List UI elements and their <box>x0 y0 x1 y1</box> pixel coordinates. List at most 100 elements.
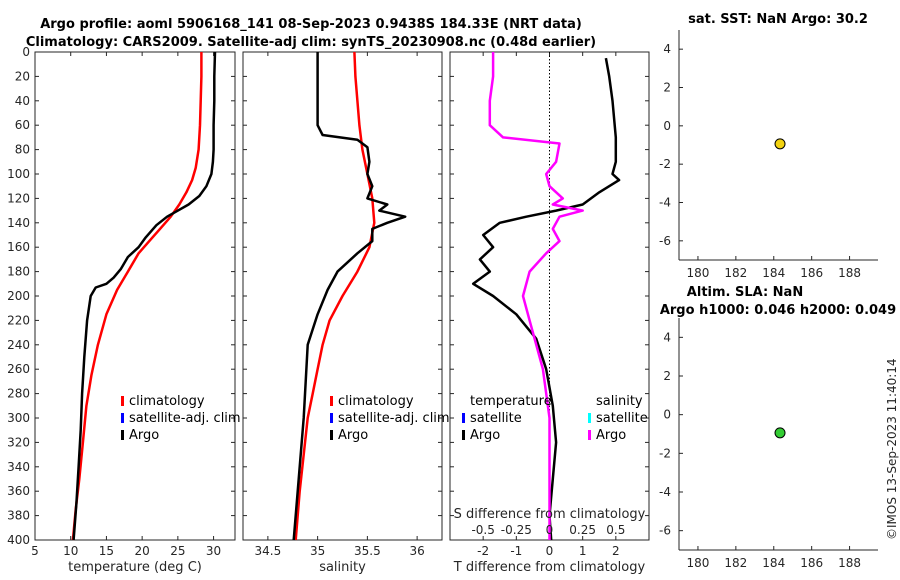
temperature-ytick-label: 140 <box>7 216 30 230</box>
salinity-legend-2-label: Argo <box>338 428 368 443</box>
salinity-xtick-label: 35.5 <box>354 544 381 558</box>
salinity-xtick-label: 36 <box>409 544 424 558</box>
difference-top-xtick-label: 0.5 <box>606 523 625 537</box>
sla-argo-point <box>774 427 786 439</box>
temperature-ytick-label: 120 <box>7 191 30 205</box>
sst-xtick-label: 180 <box>686 266 709 280</box>
temperature-ytick-label: 360 <box>7 484 30 498</box>
salinity-xtick-label: 35 <box>310 544 325 558</box>
sst-ytick-label: -2 <box>659 157 671 171</box>
temperature-xlabel: temperature (deg C) <box>68 560 202 575</box>
temperature-ytick-label: 100 <box>7 167 30 181</box>
sst-xtick-label: 182 <box>724 266 747 280</box>
temperature-ytick-label: 240 <box>7 338 30 352</box>
difference-legend-salinity-title: salinity <box>596 394 643 409</box>
sst-ytick-label: 2 <box>663 81 671 95</box>
sla-ytick-label: 0 <box>663 408 671 422</box>
temperature-legend-2-label: Argo <box>129 428 159 443</box>
sst-ytick-label: -4 <box>659 196 671 210</box>
temperature-ytick-label: 260 <box>7 362 30 376</box>
temperature-legend-0-label: climatology <box>129 394 205 409</box>
temperature-ytick-label: 60 <box>15 118 30 132</box>
difference-legend-sal-sat-swatch <box>588 413 591 423</box>
temperature-ytick-label: 300 <box>7 411 30 425</box>
difference-series-t-difference-argo <box>471 57 621 541</box>
difference-xlabel: T difference from climatology <box>453 560 646 575</box>
temperature-ytick-label: 40 <box>15 94 30 108</box>
temperature-xtick-label: 5 <box>31 544 39 558</box>
sst-ytick-label: 4 <box>663 42 671 56</box>
temperature-ytick-label: 320 <box>7 435 30 449</box>
difference-legend-sal-argo-swatch <box>588 430 591 440</box>
salinity-xtick-label: 34.5 <box>255 544 282 558</box>
sla-ytick-label: -2 <box>659 446 671 460</box>
salinity-series-climatology <box>294 51 376 541</box>
sst-xtick-label: 186 <box>800 266 823 280</box>
temperature-xtick-label: 15 <box>99 544 114 558</box>
salinity-legend-0-swatch <box>330 396 333 406</box>
salinity-xlabel: salinity <box>319 560 366 575</box>
salinity-legend-2-swatch <box>330 430 333 440</box>
sst-title: sat. SST: NaN Argo: 30.2 <box>688 12 868 27</box>
sla-xtick-label: 188 <box>838 556 861 570</box>
difference-legend-temp-sat-swatch <box>462 413 465 423</box>
sla-xtick-label: 180 <box>686 556 709 570</box>
temperature-xtick-label: 20 <box>135 544 150 558</box>
temperature-ytick-label: 180 <box>7 265 30 279</box>
temperature-legend-0-swatch <box>121 396 124 406</box>
sst-ytick-label: 0 <box>663 119 671 133</box>
sla-ytick-label: 2 <box>663 369 671 383</box>
figure-title-line2: Climatology: CARS2009. Satellite-adj cli… <box>26 35 596 50</box>
sla-xtick-label: 184 <box>762 556 785 570</box>
temperature-ytick-label: 80 <box>15 143 30 157</box>
salinity-legend-0-label: climatology <box>338 394 414 409</box>
sla-ytick-label: 4 <box>663 330 671 344</box>
temperature-series-argo <box>72 51 217 541</box>
sla-ytick-label: -6 <box>659 524 671 538</box>
temperature-ytick-label: 220 <box>7 313 30 327</box>
temperature-legend-2-swatch <box>121 430 124 440</box>
sst-xtick-label: 188 <box>838 266 861 280</box>
temperature-ytick-label: 20 <box>15 69 30 83</box>
temperature-xtick-label: 30 <box>206 544 221 558</box>
difference-xtick-label: 0 <box>546 544 554 558</box>
difference-top-xtick-label: -0.5 <box>471 523 494 537</box>
difference-xtick-label: -2 <box>477 544 489 558</box>
temperature-ytick-label: 380 <box>7 509 30 523</box>
salinity-legend-1-swatch <box>330 413 333 423</box>
sst-ytick-label: -6 <box>659 234 671 248</box>
temperature-ytick-label: 200 <box>7 289 30 303</box>
sla-subtitle: Argo h1000: 0.046 h2000: 0.049 <box>660 303 896 318</box>
temperature-xtick-label: 25 <box>170 544 185 558</box>
imos-watermark: ©IMOS 13-Sep-2023 11:40:14 <box>885 358 899 540</box>
difference-legend-temp-sat-label: satellite <box>470 411 522 426</box>
temperature-ytick-label: 340 <box>7 460 30 474</box>
temperature-ytick-label: 280 <box>7 387 30 401</box>
temperature-ytick-label: 400 <box>7 533 30 547</box>
difference-top-xlabel: S difference from climatology <box>454 507 646 522</box>
difference-xtick-label: -1 <box>510 544 522 558</box>
difference-xtick-label: 1 <box>579 544 587 558</box>
difference-legend-temp-argo-swatch <box>462 430 465 440</box>
temperature-ytick-label: 160 <box>7 240 30 254</box>
sla-title: Altim. SLA: NaN <box>687 285 803 300</box>
difference-top-xtick-label: 0 <box>546 523 554 537</box>
salinity-series-argo <box>292 52 407 541</box>
difference-series-s-difference-argo <box>488 52 584 540</box>
sla-xtick-label: 182 <box>724 556 747 570</box>
difference-top-xtick-label: -0.25 <box>501 523 532 537</box>
temperature-axes-box <box>34 51 236 541</box>
temperature-legend-1-swatch <box>121 413 124 423</box>
difference-legend-sal-argo-label: Argo <box>596 428 626 443</box>
difference-xtick-label: 2 <box>612 544 620 558</box>
figure-title-line1: Argo profile: aoml 5906168_141 08-Sep-20… <box>40 17 582 32</box>
sst-xtick-label: 184 <box>762 266 785 280</box>
difference-legend-sal-sat-label: satellite <box>596 411 648 426</box>
temperature-legend-1-label: satellite-adj. clim <box>129 411 241 426</box>
sla-ytick-label: -4 <box>659 485 671 499</box>
difference-top-xtick-label: 0.25 <box>569 523 596 537</box>
temperature-xtick-label: 10 <box>63 544 78 558</box>
sla-xtick-label: 186 <box>800 556 823 570</box>
difference-legend-temperature-title: temperature <box>470 394 552 409</box>
